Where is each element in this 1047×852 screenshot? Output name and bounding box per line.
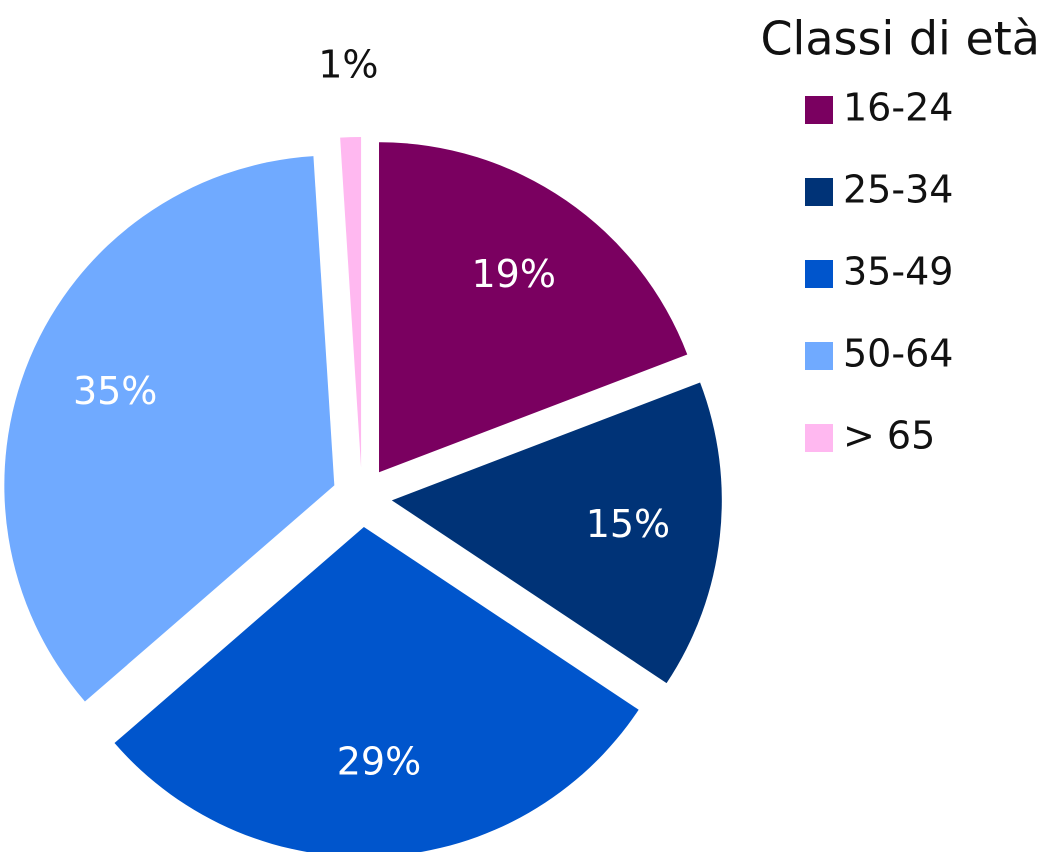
legend-swatch	[805, 260, 833, 288]
legend-label: 50-64	[843, 332, 953, 376]
legend-label: 35-49	[843, 250, 953, 294]
pie-slice	[4, 156, 335, 702]
legend-swatch	[805, 424, 833, 452]
legend-swatch	[805, 96, 833, 124]
pie-slice	[379, 142, 688, 473]
legend-label: 25-34	[843, 168, 953, 212]
legend-swatch	[805, 342, 833, 370]
pie-slice	[391, 382, 722, 684]
legend-label: 16-24	[843, 86, 953, 130]
pie-slice	[340, 137, 362, 468]
pie-slice	[114, 526, 639, 852]
legend-title: Classi di età	[760, 12, 1040, 66]
data-label: 1%	[318, 43, 378, 87]
data-label: 19%	[472, 252, 556, 296]
legend-label: > 65	[843, 414, 935, 458]
data-label: 15%	[586, 502, 670, 546]
data-label: 29%	[337, 740, 421, 784]
legend-swatch	[805, 178, 833, 206]
data-label: 35%	[73, 369, 157, 413]
